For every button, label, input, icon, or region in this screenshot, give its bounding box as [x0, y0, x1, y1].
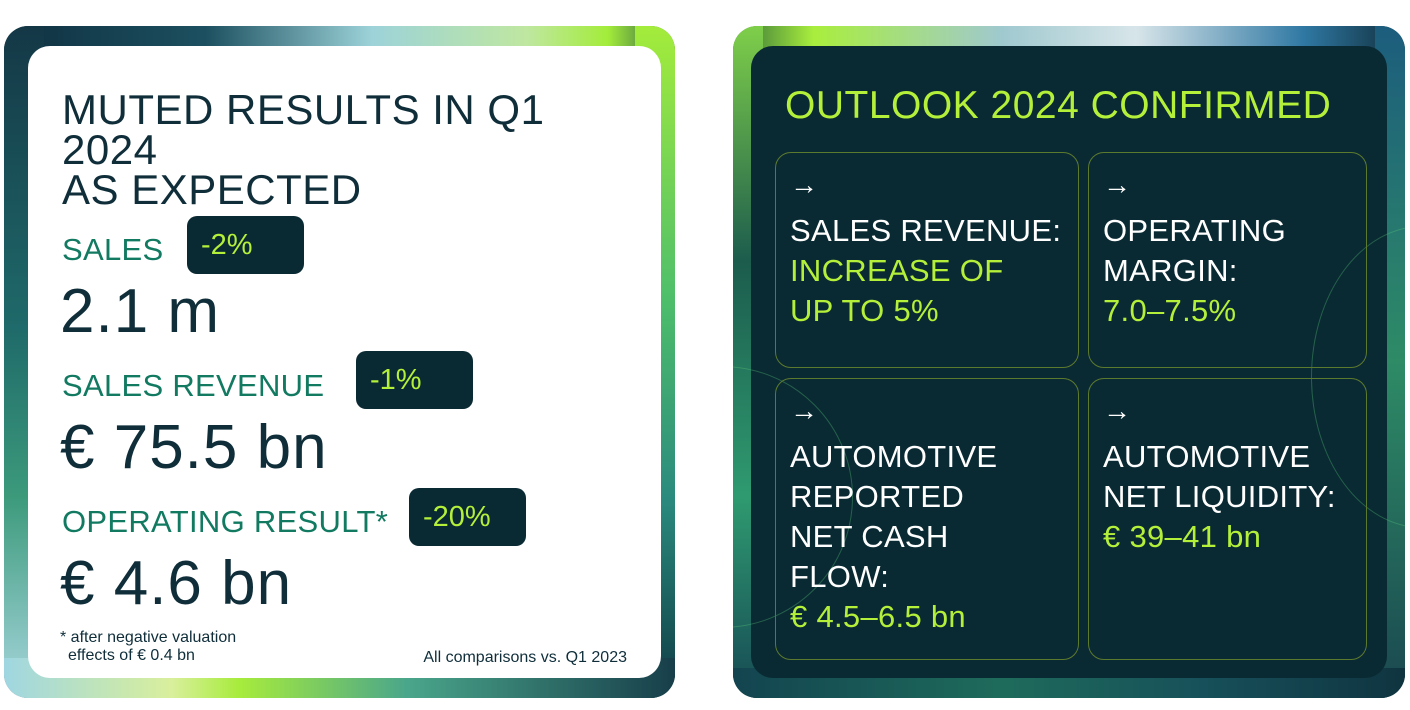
tile-label-line: FLOW:: [790, 559, 890, 594]
outlook-card: OUTLOOK 2024 CONFIRMED → SALES REVENUE: …: [733, 26, 1405, 698]
results-title: MUTED RESULTS IN Q1 2024 AS EXPECTED: [62, 86, 642, 213]
tile-value-line: € 4.5–6.5 bn: [790, 599, 966, 634]
tile-text: SALES REVENUE: INCREASE OF UP TO 5%: [790, 211, 1061, 331]
sales-change-badge: -2%: [187, 216, 304, 274]
results-title-line2: AS EXPECTED: [62, 166, 362, 213]
results-title-line1: MUTED RESULTS IN Q1 2024: [62, 86, 545, 173]
sales-revenue-change-badge: -1%: [356, 351, 473, 409]
outlook-panel: OUTLOOK 2024 CONFIRMED → SALES REVENUE: …: [733, 46, 1405, 678]
footnote-line1: * after negative valuation: [60, 629, 237, 646]
outlook-tile-operating-margin: → OPERATING MARGIN: 7.0–7.5%: [1088, 152, 1367, 368]
results-panel: MUTED RESULTS IN Q1 2024 AS EXPECTED SAL…: [28, 46, 661, 678]
tile-label-line: NET LIQUIDITY:: [1103, 479, 1336, 514]
tile-label-line: SALES REVENUE:: [790, 213, 1062, 248]
sales-revenue-value: € 75.5 bn: [60, 413, 328, 482]
operating-result-change-badge: -20%: [409, 488, 526, 546]
tile-label-line: NET CASH: [790, 519, 949, 554]
tile-text: OPERATING MARGIN: 7.0–7.5%: [1103, 211, 1286, 331]
footnote-line2: effects of € 0.4 bn: [68, 647, 195, 664]
tile-value-line: INCREASE OF: [790, 253, 1004, 288]
sales-label: SALES: [62, 232, 164, 267]
tile-label-line: REPORTED: [790, 479, 965, 514]
tile-value-line: UP TO 5%: [790, 293, 939, 328]
tile-text: AUTOMOTIVE NET LIQUIDITY: € 39–41 bn: [1103, 437, 1336, 557]
outlook-tile-net-cash-flow: → AUTOMOTIVE REPORTED NET CASH FLOW: € 4…: [775, 378, 1079, 660]
arrow-right-icon: →: [1103, 169, 1131, 200]
tile-value-line: € 39–41 bn: [1103, 519, 1262, 554]
tile-label-line: OPERATING: [1103, 213, 1286, 248]
tile-text: AUTOMOTIVE REPORTED NET CASH FLOW: € 4.5…: [790, 437, 997, 637]
outlook-title: OUTLOOK 2024 CONFIRMED: [785, 84, 1332, 127]
footnote: * after negative valuation effects of € …: [60, 629, 236, 665]
tile-label-line: MARGIN:: [1103, 253, 1238, 288]
operating-result-value: € 4.6 bn: [60, 549, 293, 618]
comparison-note: All comparisons vs. Q1 2023: [423, 649, 627, 666]
operating-result-label: OPERATING RESULT*: [62, 504, 389, 539]
results-card: MUTED RESULTS IN Q1 2024 AS EXPECTED SAL…: [4, 26, 675, 698]
arrow-right-icon: →: [790, 395, 818, 426]
sales-revenue-label: SALES REVENUE: [62, 368, 325, 403]
outlook-tile-sales-revenue: → SALES REVENUE: INCREASE OF UP TO 5%: [775, 152, 1079, 368]
arrow-right-icon: →: [790, 169, 818, 200]
outlook-tile-net-liquidity: → AUTOMOTIVE NET LIQUIDITY: € 39–41 bn: [1088, 378, 1367, 660]
tile-label-line: AUTOMOTIVE: [790, 439, 998, 474]
sales-value: 2.1 m: [60, 277, 221, 346]
tile-value-line: 7.0–7.5%: [1103, 293, 1237, 328]
tile-label-line: AUTOMOTIVE: [1103, 439, 1311, 474]
arrow-right-icon: →: [1103, 395, 1131, 426]
